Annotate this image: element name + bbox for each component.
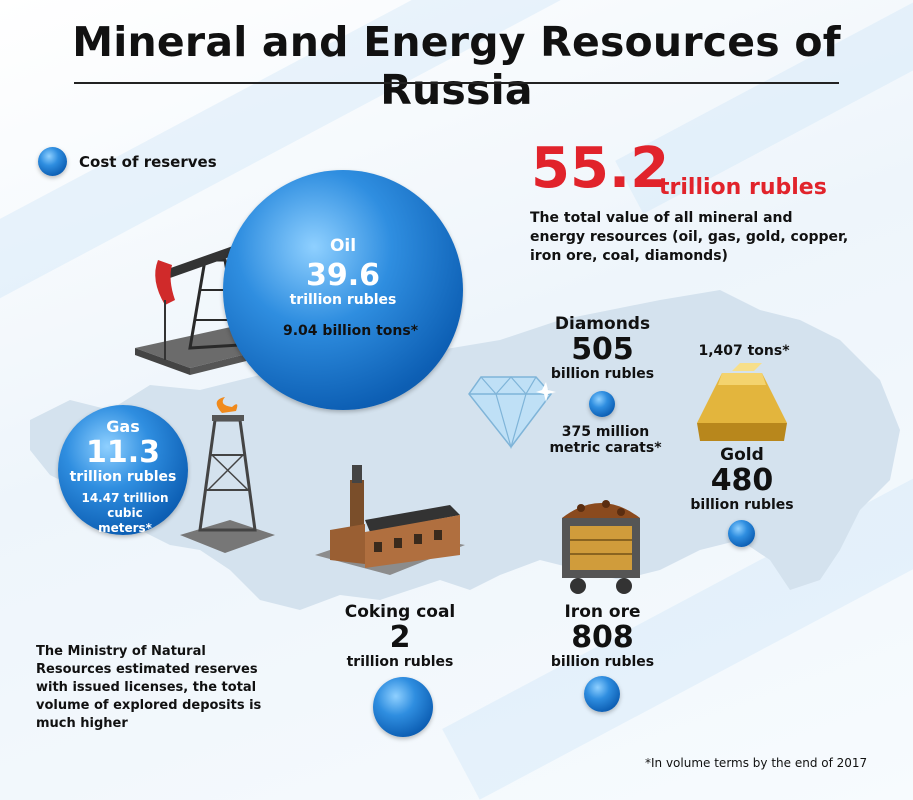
gas-volume: 14.47 trillion cubic meters* [81, 491, 169, 535]
gas-value: 11.3 [85, 435, 161, 470]
iron-ore-label: Iron ore 808 billion rubles [545, 602, 660, 670]
gas-bubble: Gas 11.3 trillion rubles 14.47 trillion … [58, 405, 188, 535]
total-description: The total value of all mineral and energ… [530, 210, 849, 264]
diamonds-name: Diamonds [554, 314, 651, 334]
oil-volume: 9.04 billion tons* [283, 323, 419, 339]
coking-coal-name: Coking coal [344, 602, 456, 622]
iron-ore-unit: billion rubles [550, 654, 655, 670]
title-divider [74, 82, 839, 84]
gold-name: Gold [720, 445, 764, 465]
oil-name: Oil [329, 236, 357, 256]
diamonds-bubble [589, 391, 615, 417]
iron-ore-cart-illustration [562, 500, 640, 594]
iron-ore-name: Iron ore [564, 602, 641, 622]
oil-value: 39.6 [305, 258, 381, 293]
legend: Cost of reserves [38, 147, 217, 176]
legend-bubble-icon [38, 147, 67, 176]
total-value: 55.2 [531, 136, 670, 201]
gas-derrick-illustration [180, 397, 275, 553]
iron-ore-bubble [584, 676, 620, 712]
oil-unit: trillion rubles [289, 292, 397, 308]
gas-unit: trillion rubles [69, 469, 177, 485]
gold-unit: billion rubles [690, 497, 794, 513]
coking-coal-bubble [373, 677, 433, 737]
oil-bubble: Oil 39.6 trillion rubles [223, 170, 463, 410]
gold-label: Gold 480 billion rubles [690, 445, 794, 513]
coking-coal-value: 2 [389, 620, 411, 655]
methodology-note: The Ministry of Natural Resources estima… [36, 644, 262, 731]
footnote: *In volume terms by the end of 2017 [645, 756, 868, 770]
coking-coal-label: Coking coal 2 trillion rubles [330, 602, 470, 670]
gold-bubble [728, 520, 755, 547]
coking-coal-unit: trillion rubles [346, 654, 454, 670]
diamonds-unit: billion rubles [550, 366, 655, 382]
legend-label: Cost of reserves [79, 152, 217, 171]
gold-bars-illustration [697, 363, 787, 441]
gold-value: 480 [710, 463, 774, 498]
gas-name: Gas [106, 417, 140, 436]
total-unit: trillion rubles [659, 175, 827, 200]
coking-coal-plant-illustration [315, 465, 465, 575]
diamonds-label: Diamonds 505 billion rubles [545, 314, 660, 382]
diamonds-volume: 375 million metric carats* [549, 424, 662, 456]
iron-ore-value: 808 [571, 620, 634, 655]
gold-volume: 1,407 tons* [698, 343, 790, 359]
diamond-illustration [468, 376, 556, 450]
diamonds-value: 505 [571, 332, 634, 367]
page-title: Mineral and Energy Resources of Russia [72, 18, 841, 114]
